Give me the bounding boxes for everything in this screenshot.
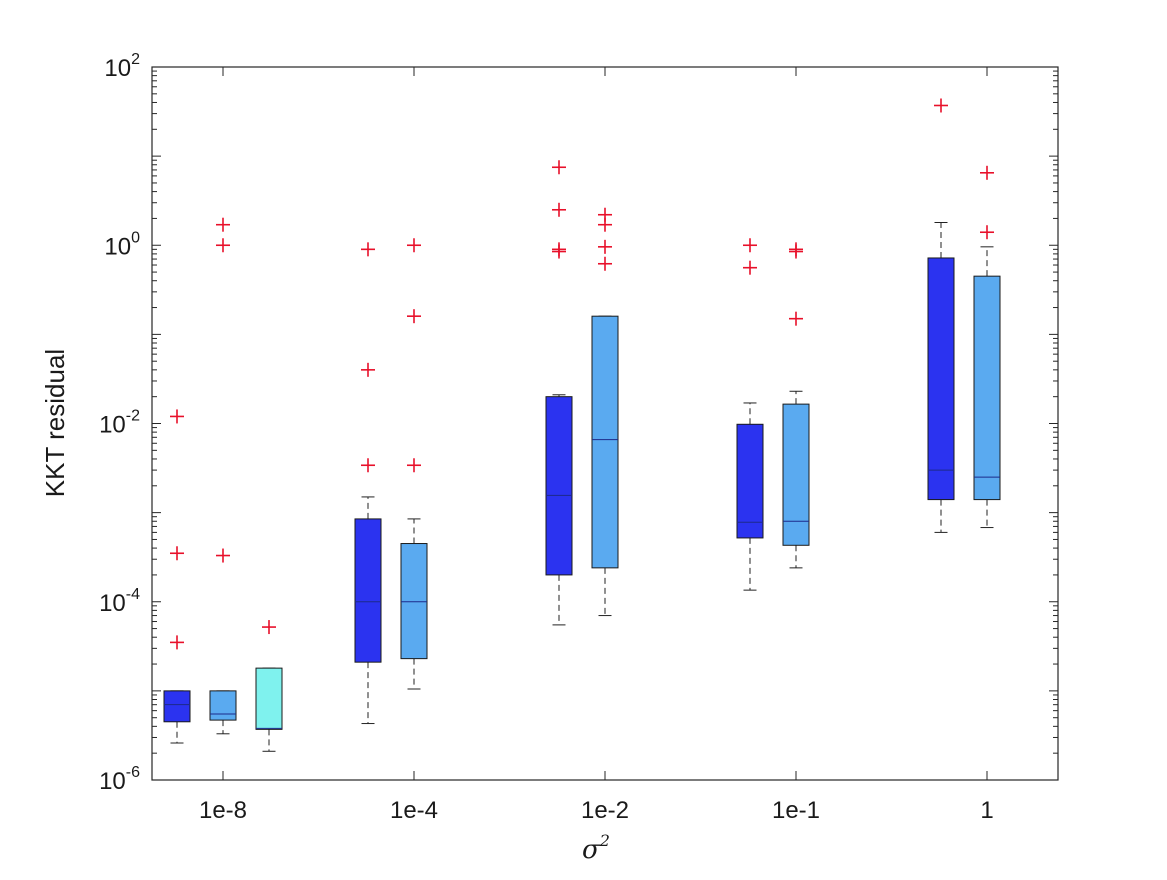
y-tick-label: 10-4 (99, 586, 140, 617)
outlier-marker (552, 242, 566, 257)
outlier-marker (170, 409, 184, 424)
outlier-marker (361, 362, 375, 377)
y-tick-label: 10-2 (99, 408, 140, 439)
outlier-marker (407, 238, 421, 253)
x-axis-label-exponent: 2 (599, 831, 610, 850)
outlier-marker (361, 242, 375, 257)
y-tick-label-base: 10 (99, 412, 126, 439)
outlier-marker (980, 225, 994, 240)
box (354, 518, 382, 663)
y-tick-label-exponent: 0 (131, 229, 140, 246)
outlier-marker (216, 238, 230, 253)
box (736, 423, 764, 539)
outlier-marker (980, 165, 994, 180)
box (255, 667, 283, 730)
y-tick-label-exponent: 2 (131, 51, 140, 68)
outlier-marker (170, 635, 184, 650)
outliers (170, 98, 994, 650)
x-tick-label: 1e-8 (199, 797, 247, 824)
outlier-marker (743, 238, 757, 253)
y-tick-label-base: 10 (99, 590, 126, 617)
outlier-marker (407, 458, 421, 473)
box (591, 315, 619, 569)
outlier-marker (552, 202, 566, 217)
outlier-marker (598, 256, 612, 271)
x-tick-label: 1e-1 (772, 797, 820, 824)
x-tick-label: 1 (980, 797, 993, 824)
outlier-marker (407, 309, 421, 324)
outlier-marker (216, 548, 230, 563)
outlier-marker (743, 260, 757, 275)
outlier-marker (262, 620, 276, 635)
whiskers (170, 221, 994, 752)
y-tick-label-exponent: -4 (126, 586, 140, 603)
y-tick-label-exponent: -6 (126, 764, 140, 781)
x-tick-labels: 1e-8 1e-4 1e-2 1e-1 1 (199, 797, 994, 824)
y-tick-label-base: 10 (104, 233, 131, 260)
box (927, 257, 955, 501)
box (782, 403, 810, 546)
outlier-marker (170, 546, 184, 561)
y-tick-label: 100 (104, 229, 140, 260)
x-axis-label-base: σ (582, 835, 601, 865)
outlier-marker (789, 242, 803, 257)
y-tick-label-exponent: -2 (126, 408, 140, 425)
box (209, 690, 237, 721)
box (400, 543, 428, 660)
box (163, 690, 191, 723)
box (973, 275, 1001, 501)
outlier-marker (361, 458, 375, 473)
y-tick-label-base: 10 (99, 768, 126, 795)
y-tick-label: 102 (104, 51, 140, 82)
y-tick-label: 10-6 (99, 764, 140, 795)
x-tick-label: 1e-2 (581, 797, 629, 824)
outlier-marker (598, 207, 612, 222)
y-axis-label: KKT residual (40, 349, 70, 497)
outlier-marker (598, 239, 612, 254)
outlier-marker (934, 98, 948, 113)
outlier-marker (216, 217, 230, 232)
outlier-marker (789, 311, 803, 326)
y-tick-label-base: 10 (104, 55, 131, 82)
box (545, 396, 573, 576)
x-tick-label: 1e-4 (390, 797, 438, 824)
boxes (163, 257, 1001, 730)
axis-ticks (152, 67, 1058, 781)
outlier-marker (552, 160, 566, 175)
x-axis-label: σ2 (582, 831, 610, 865)
